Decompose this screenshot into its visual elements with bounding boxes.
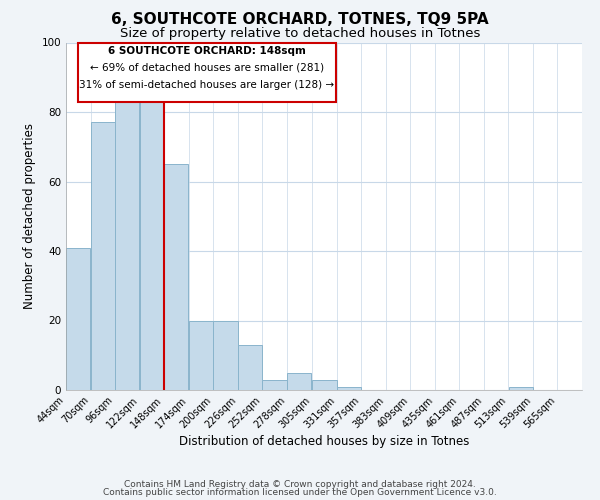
Bar bbox=[164, 164, 188, 390]
Y-axis label: Number of detached properties: Number of detached properties bbox=[23, 123, 36, 309]
Text: Size of property relative to detached houses in Totnes: Size of property relative to detached ho… bbox=[120, 28, 480, 40]
Bar bbox=[509, 386, 533, 390]
Text: 6 SOUTHCOTE ORCHARD: 148sqm: 6 SOUTHCOTE ORCHARD: 148sqm bbox=[108, 46, 306, 56]
Bar bbox=[189, 320, 213, 390]
Text: Contains HM Land Registry data © Crown copyright and database right 2024.: Contains HM Land Registry data © Crown c… bbox=[124, 480, 476, 489]
Text: ← 69% of detached houses are smaller (281): ← 69% of detached houses are smaller (28… bbox=[90, 63, 324, 73]
Text: 6, SOUTHCOTE ORCHARD, TOTNES, TQ9 5PA: 6, SOUTHCOTE ORCHARD, TOTNES, TQ9 5PA bbox=[111, 12, 489, 28]
Bar bbox=[313, 380, 337, 390]
Bar bbox=[287, 372, 311, 390]
Bar bbox=[115, 98, 139, 390]
Bar bbox=[214, 320, 238, 390]
Bar bbox=[140, 98, 164, 390]
Bar bbox=[238, 345, 262, 390]
Bar bbox=[262, 380, 287, 390]
Bar bbox=[66, 248, 91, 390]
FancyBboxPatch shape bbox=[78, 42, 336, 102]
Text: Contains public sector information licensed under the Open Government Licence v3: Contains public sector information licen… bbox=[103, 488, 497, 497]
Bar bbox=[91, 122, 115, 390]
Bar bbox=[337, 386, 361, 390]
X-axis label: Distribution of detached houses by size in Totnes: Distribution of detached houses by size … bbox=[179, 436, 469, 448]
Text: 31% of semi-detached houses are larger (128) →: 31% of semi-detached houses are larger (… bbox=[79, 80, 335, 90]
